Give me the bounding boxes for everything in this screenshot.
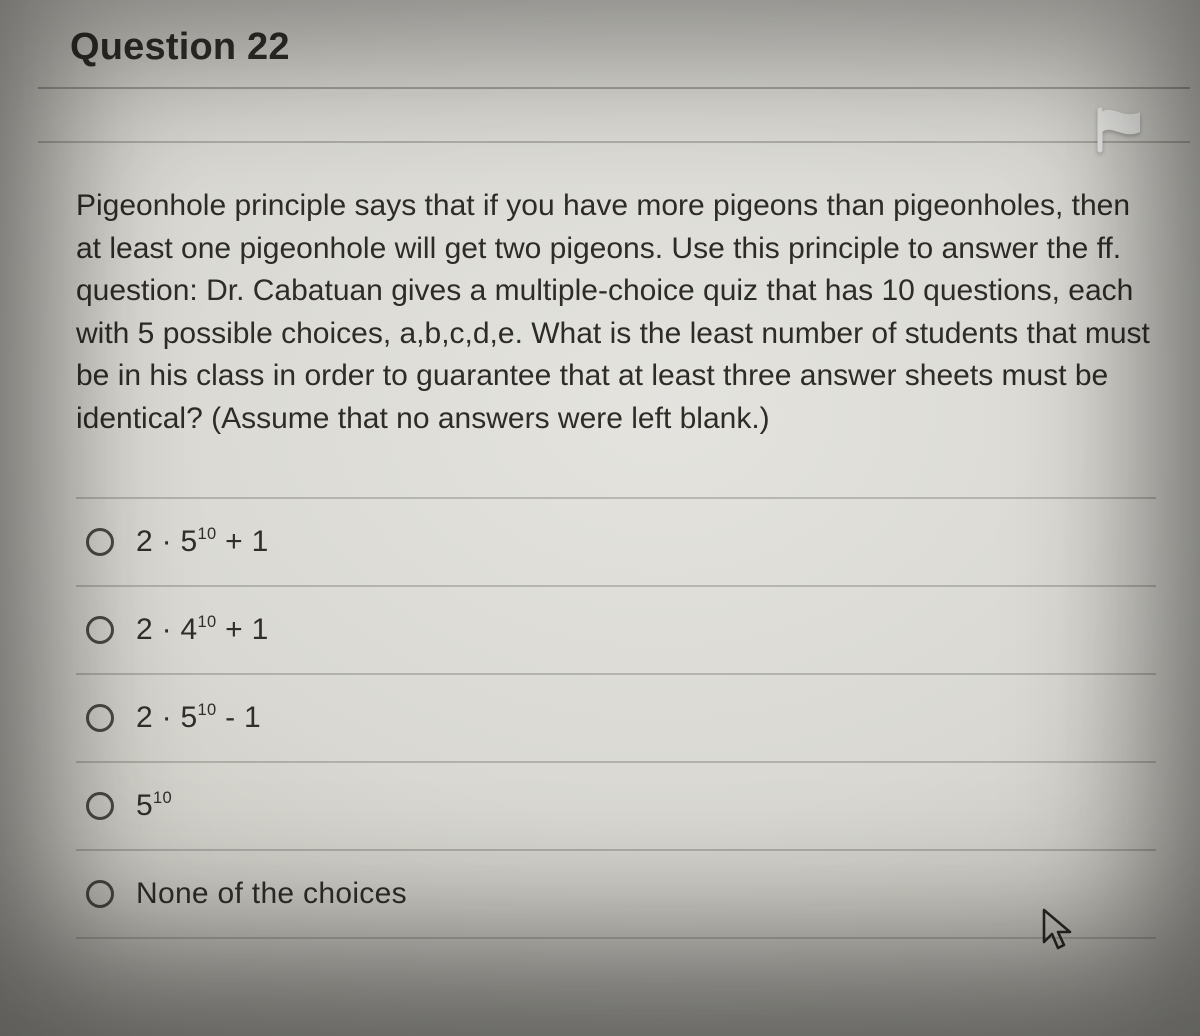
radio-e[interactable]	[86, 880, 114, 908]
question-number: Question 22	[70, 26, 1162, 69]
answer-choice-b[interactable]: 2 · 410 + 1	[76, 585, 1156, 673]
answer-choice-c[interactable]: 2 · 510 - 1	[76, 673, 1156, 761]
choice-label-c: 2 · 510 - 1	[136, 701, 261, 735]
radio-a[interactable]	[86, 528, 114, 556]
radio-b[interactable]	[86, 616, 114, 644]
radio-d[interactable]	[86, 792, 114, 820]
answer-choices: 2 · 510 + 1 2 · 410 + 1 2 · 510 - 1 510 None…	[76, 497, 1156, 939]
question-stem: Pigeonhole principle says that if you ha…	[76, 185, 1156, 441]
quiz-screen: Question 22 Pigeonhole principle says th…	[0, 0, 1200, 1036]
cursor-icon	[1040, 908, 1074, 952]
choice-label-b: 2 · 410 + 1	[136, 613, 269, 647]
answer-choice-a[interactable]: 2 · 510 + 1	[76, 497, 1156, 585]
question-card: Question 22 Pigeonhole principle says th…	[38, 4, 1190, 1016]
choice-label-e: None of the choices	[136, 877, 407, 911]
radio-c[interactable]	[86, 704, 114, 732]
answer-choice-d[interactable]: 510	[76, 761, 1156, 849]
question-header: Question 22	[38, 4, 1190, 89]
choice-label-d: 510	[136, 789, 172, 823]
flag-icon[interactable]	[1094, 106, 1146, 159]
choice-label-a: 2 · 510 + 1	[136, 525, 269, 559]
question-body: Pigeonhole principle says that if you ha…	[38, 143, 1190, 973]
answer-choice-e[interactable]: None of the choices	[76, 849, 1156, 939]
